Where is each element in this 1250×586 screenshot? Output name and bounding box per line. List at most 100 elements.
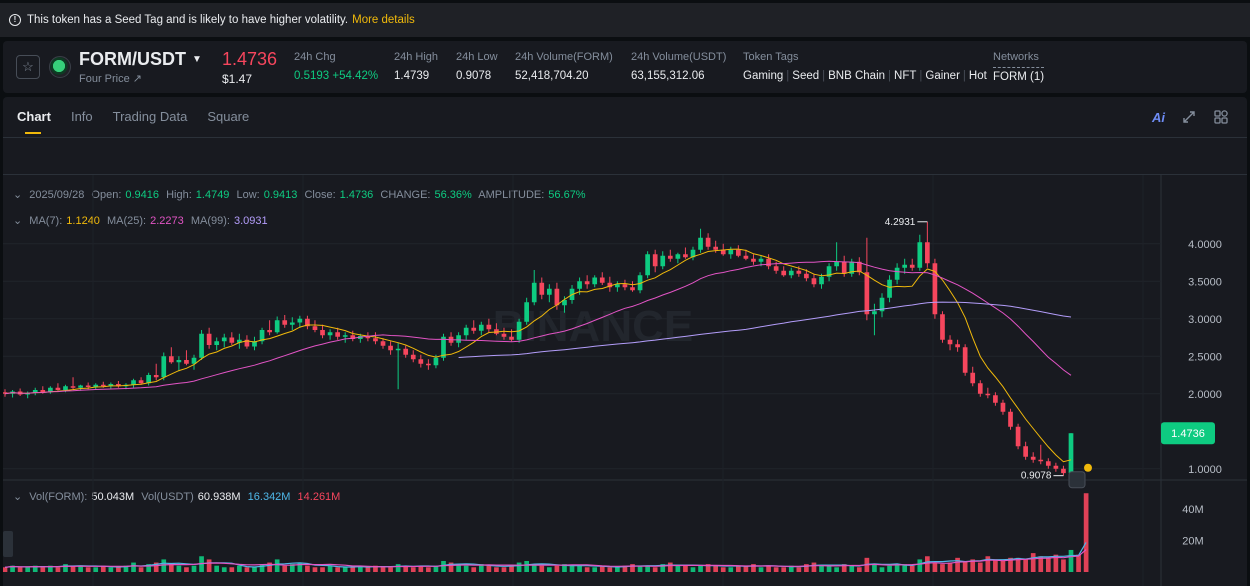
- high-label: High:: [166, 189, 192, 201]
- candle-body: [297, 318, 303, 323]
- candle-body: [940, 314, 945, 340]
- candle-body: [917, 242, 923, 268]
- stat-value: 52,418,704.20: [515, 70, 589, 82]
- watermark: BINANCE: [493, 302, 693, 351]
- tag-gaming[interactable]: Gaming: [743, 70, 784, 82]
- chevron-down-icon[interactable]: ⌄: [13, 491, 23, 503]
- candle-body: [993, 395, 998, 403]
- y-tick-label: 1.0000: [1188, 464, 1222, 476]
- amplitude-label: AMPLITUDE:: [478, 189, 545, 201]
- current-price-tag: [1161, 422, 1215, 445]
- volume-bar: [55, 567, 61, 572]
- candle-body: [788, 270, 794, 276]
- chevron-down-icon[interactable]: ⌄: [13, 189, 23, 201]
- ai-icon[interactable]: Ai: [1152, 109, 1165, 125]
- layout-grid-icon[interactable]: [1213, 109, 1229, 125]
- chart-area[interactable]: ⌄ 2025/09/28 Open: 0.9416 High: 1.4749 Low…: [3, 174, 1247, 586]
- volume-bar: [32, 565, 38, 572]
- candle-body: [410, 354, 416, 360]
- tab-trading-data[interactable]: Trading Data: [112, 109, 188, 124]
- candle-body: [524, 302, 530, 322]
- tab-divider: [3, 137, 1247, 138]
- candle-body: [1045, 461, 1051, 466]
- volume-bar: [327, 565, 333, 572]
- volume-bar: [3, 567, 8, 572]
- y-tick-label: 3.0000: [1188, 314, 1222, 326]
- low-value: 0.9413: [263, 189, 298, 201]
- volume-bar: [652, 567, 658, 572]
- token-tags-list: Gaming | Seed | BNB Chain | NFT | Gainer | Hot: [743, 70, 987, 82]
- ma99-line: [458, 301, 1072, 358]
- volume-bar: [161, 559, 167, 572]
- candle-body: [660, 255, 666, 267]
- volume-bar: [85, 567, 91, 572]
- volume-bar: [698, 565, 703, 572]
- volume-bar: [289, 564, 295, 572]
- volume-bar: [615, 567, 620, 572]
- candle-body: [70, 386, 76, 388]
- candle-body: [380, 341, 386, 346]
- volume-bar: [524, 560, 530, 572]
- tag-nft[interactable]: NFT: [894, 70, 917, 82]
- vol-usdt-value: 60.938M: [197, 491, 241, 503]
- candle-body: [199, 333, 204, 358]
- last-price-usd: $1.47: [222, 72, 253, 86]
- vol-tick-label: 20M: [1182, 536, 1203, 548]
- stat-value: 63,155,312.06: [631, 70, 705, 82]
- volume-bar: [1038, 556, 1044, 572]
- tag-gainer[interactable]: Gainer: [925, 70, 960, 82]
- favorite-star-icon[interactable]: ☆: [16, 55, 40, 79]
- volume-bar: [342, 567, 348, 572]
- volume-bar: [123, 565, 129, 572]
- volume-bar: [645, 565, 650, 572]
- open-label: Open:: [91, 189, 122, 201]
- candle-body: [78, 385, 83, 388]
- candlestick-chart[interactable]: BINANCE 4.0000 3.5000 3.0000 2.5000 2.0000 1.…: [3, 175, 1247, 586]
- candle-body: [1030, 456, 1036, 460]
- ma25-line: [4, 260, 1072, 395]
- ma25-label: MA(25):: [107, 215, 147, 227]
- tag-seed[interactable]: Seed: [792, 70, 820, 82]
- networks-value[interactable]: FORM (1): [993, 67, 1045, 83]
- expand-icon[interactable]: [1181, 109, 1197, 125]
- chevron-down-icon[interactable]: ⌄: [13, 215, 23, 227]
- candle-body: [85, 385, 91, 387]
- stat-24h-volume-form: 24h Volume(FORM) 52,418,704.20: [515, 51, 613, 82]
- tab-square[interactable]: Square: [207, 109, 250, 124]
- more-details-link[interactable]: More details: [352, 14, 415, 26]
- volume-bar: [305, 565, 310, 572]
- y-tick-label: 2.0000: [1188, 389, 1222, 401]
- volume-bar: [433, 565, 439, 572]
- candle-body: [252, 341, 257, 347]
- token-tags-label: Token Tags: [743, 51, 799, 63]
- volume-bar: [796, 567, 802, 572]
- candle-body: [244, 339, 250, 347]
- candle-body: [289, 322, 295, 325]
- volume-bar: [108, 567, 114, 572]
- volume-bar: [168, 564, 174, 572]
- volume-bar: [683, 565, 688, 572]
- volume-bar: [546, 567, 552, 572]
- four-price-link[interactable]: Four Price ↗: [79, 73, 143, 85]
- candle-body: [539, 282, 545, 295]
- vol-ma2-value: 14.261M: [297, 491, 341, 503]
- candle-body: [562, 300, 567, 306]
- tag-bnb-chain[interactable]: BNB Chain: [828, 70, 886, 82]
- tag-hot[interactable]: Hot: [968, 70, 987, 82]
- pair-selector[interactable]: FORM/USDT ▼: [79, 49, 202, 70]
- candle-body: [403, 348, 409, 355]
- candle-body: [168, 356, 174, 363]
- volume-bar: [894, 564, 900, 572]
- volume-bar: [320, 567, 325, 572]
- candle-body: [32, 390, 38, 393]
- tab-chart[interactable]: Chart: [17, 109, 51, 134]
- candle-body: [229, 337, 235, 343]
- tab-info[interactable]: Info: [70, 109, 93, 124]
- volume-bar: [191, 565, 197, 572]
- caret-down-icon: ▼: [192, 54, 202, 65]
- volume-bar: [418, 565, 424, 572]
- volume-bar: [690, 567, 696, 572]
- candle-body: [690, 249, 696, 258]
- high-value: 1.4749: [195, 189, 230, 201]
- candle-body: [191, 357, 197, 364]
